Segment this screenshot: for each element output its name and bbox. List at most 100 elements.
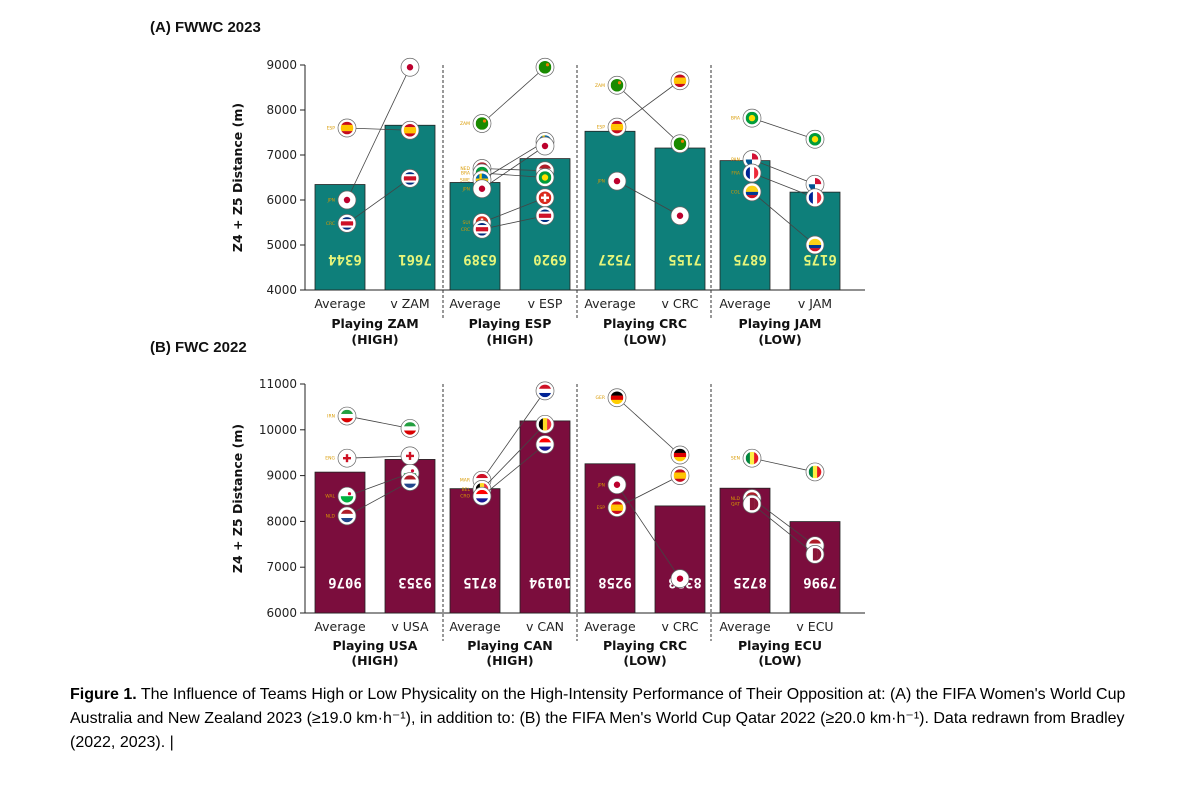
panel-b-flag-average [337,448,357,468]
panel-a-flag-versus [805,174,825,194]
panel-a-bar-value-label: 6344 [328,251,362,267]
panel-b-x-tick-label: v CAN [526,619,564,634]
panel-a-y-tick-label: 8000 [266,103,297,117]
panel-a-bar [449,182,501,291]
panel-a-y-tick-label: 7000 [266,148,297,162]
panel-a-team-line [616,84,681,145]
panel-b-y-tick-label: 10000 [259,423,297,437]
panel-b-x-tick-label: v CRC [662,619,699,634]
panel-b-bar [449,488,501,614]
panel-a-team-line [481,66,546,124]
panel-b-flag-versus [670,445,690,465]
panel-a-group-label: Playing JAM [739,316,822,331]
panel-b-team-line [616,475,681,509]
panel-a-team-code-label: SUI [463,220,470,226]
panel-b-team-code-label: ESP [597,505,606,511]
panel-a-team-code-label: PAN [731,157,740,163]
panel-b-bar-value-label: 7996 [803,574,837,590]
panel-a-chart: (A) FWWC 2023 Z4 + Z5 Distance (m) 4000 500… [150,19,865,347]
panel-a-y-tick-label: 9000 [266,58,297,72]
panel-a-x-tick-label: Average [449,296,501,311]
panel-b-y-tick-label: 11000 [259,377,297,391]
panel-a-team-line [346,178,411,224]
panel-b-team-code-label: MAR [460,478,470,484]
panel-b-group-sublabel: (LOW) [758,653,801,668]
panel-b-x-tick-label: Average [314,619,366,634]
panel-b-title: (B) FWC 2022 [150,339,247,356]
panel-a-flag-versus [400,120,420,140]
panel-b-flag-average [607,498,627,518]
panel-b-flag-versus [400,472,420,491]
panel-a-flag-versus [670,206,690,226]
panel-a-team-code-label: BRA [731,116,741,122]
panel-a-flag-versus [805,188,825,208]
panel-a-flag-versus [670,134,690,154]
panel-b-team-code-label: NLD [731,496,741,502]
panel-a-flag-average [742,182,762,202]
panel-a-team-line [481,141,546,181]
panel-a-x-tick-label: v ZAM [390,296,429,311]
panel-b-team-line [616,484,681,579]
panel-a-flag-versus [670,71,690,91]
panel-a-team-code-label: CRC [461,227,470,233]
panel-a-flag-average [607,117,627,137]
panel-a-team-line [481,145,546,190]
panel-a-group-label: Playing ZAM [331,316,418,331]
panel-a-flag-average [607,171,627,191]
panel-b-team-line [616,397,681,456]
panel-a-team-code-label: ZAM [460,121,470,127]
panel-a-team-code-label: NED [460,166,470,172]
panel-b-group-label: Playing ECU [738,638,822,653]
panel-a-bar-value-label: 6920 [533,251,567,267]
panel-b-flag-versus [670,569,690,589]
panel-b-group-sublabel: (HIGH) [351,653,398,668]
panel-a-team-line [481,197,546,223]
panel-b-team-line [481,444,546,497]
panel-a-title: (A) FWWC 2023 [150,19,261,36]
panel-b-flag-versus [535,414,555,434]
panel-b-flag-versus [670,466,690,485]
panel-a-bar-value-label: 7155 [668,251,702,267]
panel-b-chart: (B) FWC 2022 Z4 + Z5 Distance (m) 6000 7000… [150,339,865,668]
panel-a-group-sublabel: (LOW) [758,332,801,347]
panel-b-team-code-label: SEN [731,456,740,462]
panel-b-y-tick-label: 6000 [266,606,297,620]
panel-b-flag-average [337,486,357,506]
panel-a-bar [384,124,436,291]
panel-a-team-code-label: JPN [327,198,335,204]
panel-a-team-line [751,191,816,246]
panel-a-team-line [616,80,681,128]
panel-b-bar-value-label: 10194 [529,574,571,590]
panel-a-bar-value-label: 7527 [598,251,632,267]
panel-b-bar-value-label: 9353 [398,574,432,590]
panel-a-team-code-label: ZAM [595,83,605,89]
panel-b-team-code-label: NLD [326,513,336,519]
panel-a-y-tick-label: 6000 [266,193,297,207]
panel-a-flag-versus [535,188,555,208]
panel-a-group-sublabel: (HIGH) [486,332,533,347]
panel-a-team-line [481,168,546,172]
panel-a-flag-average [337,214,357,233]
panel-a-flag-versus [535,136,555,156]
panel-b-team-line [346,455,411,459]
panel-a-bar [584,130,636,291]
panel-b-bar-value-label: 8715 [463,574,497,590]
panel-b-group-sublabel: (LOW) [623,653,666,668]
panel-b-y-tick-label: 9000 [266,469,297,483]
panel-a-group-sublabel: (LOW) [623,332,666,347]
panel-a-flag-average [337,190,357,210]
panel-a-team-code-label: COL [731,189,741,195]
panel-a-flag-versus [805,235,825,255]
panel-b-team-line [481,390,546,481]
panel-b-bar-value-label: 9258 [598,574,632,590]
panel-b-team-line [751,503,816,555]
panel-a-team-line [481,215,546,230]
panel-a-team-line [346,127,411,131]
panel-a-y-tick-label: 5000 [266,238,297,252]
panel-a-x-tick-label: v JAM [798,296,832,311]
panel-b-team-code-label: GER [596,395,605,401]
panel-b-y-tick-label: 8000 [266,514,297,528]
panel-a-x-tick-label: Average [584,296,636,311]
panel-b-flag-versus [535,435,555,454]
panel-a-x-tick-label: Average [314,296,366,311]
